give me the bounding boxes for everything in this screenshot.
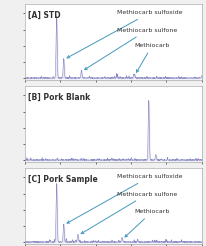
Text: Methiocarb sulfoxide: Methiocarb sulfoxide	[67, 10, 182, 58]
Text: Methiocarb: Methiocarb	[125, 209, 170, 237]
Text: [B] Pork Blank: [B] Pork Blank	[28, 93, 90, 102]
Text: Methiocarb: Methiocarb	[135, 43, 170, 72]
Text: [C] Pork Sample: [C] Pork Sample	[28, 175, 98, 184]
Text: [A] STD: [A] STD	[28, 11, 61, 20]
Text: Methiocarb sulfoxide: Methiocarb sulfoxide	[67, 174, 182, 223]
Text: Methiocarb sulfone: Methiocarb sulfone	[81, 192, 177, 234]
Text: Methiocarb sulfone: Methiocarb sulfone	[85, 28, 177, 70]
